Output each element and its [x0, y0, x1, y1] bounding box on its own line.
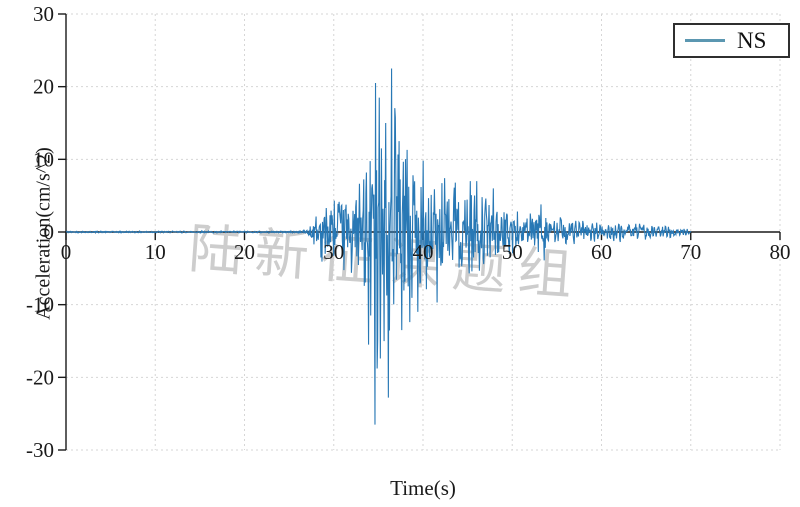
svg-text:20: 20 — [33, 75, 54, 99]
legend-entry-ns: NS — [737, 28, 767, 53]
svg-text:-30: -30 — [26, 438, 54, 462]
svg-text:-10: -10 — [26, 293, 54, 317]
svg-text:60: 60 — [591, 240, 612, 264]
waveform-ns — [65, 68, 692, 425]
y-axis-spine — [58, 13, 781, 451]
svg-text:30: 30 — [33, 2, 54, 26]
y-axis-label: Acceleration(cm/s^2) — [32, 147, 55, 320]
svg-text:-20: -20 — [26, 365, 54, 389]
svg-text:40: 40 — [413, 240, 434, 264]
legend-line-sample — [685, 39, 725, 42]
y-tick-labels: -30 -20 -10 0 10 20 30 — [26, 2, 54, 462]
svg-text:30: 30 — [323, 240, 344, 264]
legend-box: NS — [673, 23, 790, 58]
svg-text:80: 80 — [770, 240, 791, 264]
x-axis-label: Time(s) — [390, 476, 456, 500]
svg-text:20: 20 — [234, 240, 255, 264]
svg-text:70: 70 — [680, 240, 701, 264]
svg-text:10: 10 — [145, 240, 166, 264]
svg-text:0: 0 — [44, 220, 55, 244]
svg-text:10: 10 — [33, 147, 54, 171]
gridlines — [66, 13, 781, 451]
x-tick-labels: 0 10 20 30 40 50 60 70 80 — [61, 240, 791, 264]
svg-text:50: 50 — [502, 240, 523, 264]
svg-text:0: 0 — [61, 240, 72, 264]
